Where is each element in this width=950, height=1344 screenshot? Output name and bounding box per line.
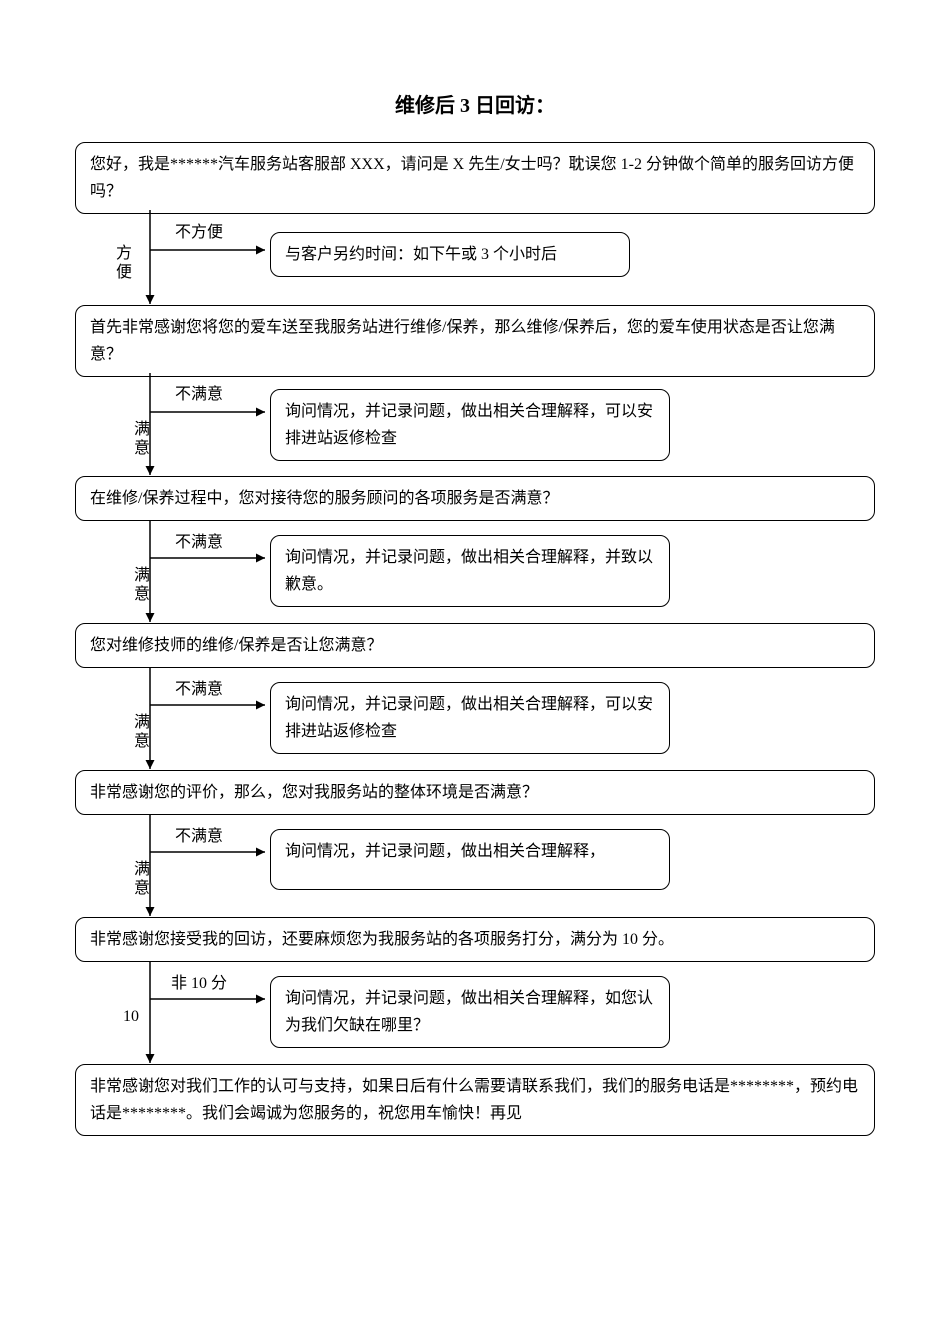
label-q1-yes: 满意: [133, 420, 151, 458]
node-a0: 与客户另约时间：如下午或 3 个小时后: [270, 232, 630, 277]
node-a2: 询问情况，并记录问题，做出相关合理解释，并致以歉意。: [270, 535, 670, 607]
label-q3-yes: 满意: [133, 713, 151, 751]
label-q4-no: 不满意: [175, 824, 223, 850]
flowchart-canvas: 您好，我是******汽车服务站客服部 XXX，请问是 X 先生/女士吗？耽误您…: [75, 142, 875, 1242]
node-q5: 非常感谢您接受我的回访，还要麻烦您为我服务站的各项服务打分，满分为 10 分。: [75, 917, 875, 962]
node-a3: 询问情况，并记录问题，做出相关合理解释，可以安排进站返修检查: [270, 682, 670, 754]
label-q5-yes: 10: [123, 1007, 137, 1026]
label-q4-yes: 满意: [133, 860, 151, 898]
node-q2: 在维修/保养过程中，您对接待您的服务顾问的各项服务是否满意？: [75, 476, 875, 521]
node-q3: 您对维修技师的维修/保养是否让您满意？: [75, 623, 875, 668]
label-q5-no: 非 10 分: [171, 971, 227, 997]
page-title: 维修后 3 日回访：: [0, 0, 950, 142]
node-q4: 非常感谢您的评价，那么，您对我服务站的整体环境是否满意？: [75, 770, 875, 815]
label-q0-no: 不方便: [175, 220, 223, 246]
node-a1: 询问情况，并记录问题，做出相关合理解释，可以安排进站返修检查: [270, 389, 670, 461]
node-a4: 询问情况，并记录问题，做出相关合理解释，: [270, 829, 670, 890]
label-q3-no: 不满意: [175, 677, 223, 703]
label-q0-yes: 方便: [115, 244, 133, 282]
label-q1-no: 不满意: [175, 382, 223, 408]
node-q1: 首先非常感谢您将您的爱车送至我服务站进行维修/保养，那么维修/保养后，您的爱车使…: [75, 305, 875, 377]
label-q2-yes: 满意: [133, 566, 151, 604]
node-q0: 您好，我是******汽车服务站客服部 XXX，请问是 X 先生/女士吗？耽误您…: [75, 142, 875, 214]
node-q6: 非常感谢您对我们工作的认可与支持，如果日后有什么需要请联系我们，我们的服务电话是…: [75, 1064, 875, 1136]
label-q2-no: 不满意: [175, 530, 223, 556]
node-a5: 询问情况，并记录问题，做出相关合理解释，如您认为我们欠缺在哪里？: [270, 976, 670, 1048]
